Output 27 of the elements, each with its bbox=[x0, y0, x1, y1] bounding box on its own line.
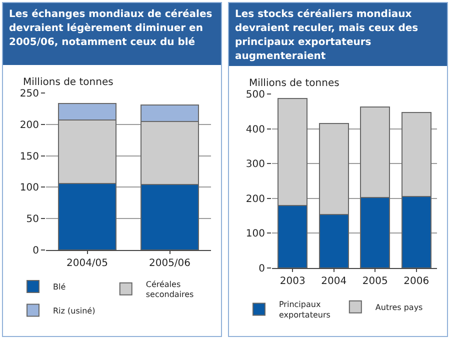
y-axis-title: Millions de tonnes bbox=[249, 78, 340, 89]
legend-label: Riz (usiné) bbox=[53, 306, 96, 316]
y-axis-title: Millions de tonnes bbox=[23, 77, 114, 88]
y-tick-label: 400 bbox=[246, 124, 265, 136]
legend-label: Autres pays bbox=[375, 302, 423, 312]
y-tick-label: 100 bbox=[246, 228, 265, 240]
y-tick-label: 200 bbox=[246, 194, 265, 205]
y-tick-label: 500 bbox=[246, 90, 265, 100]
legend-label: Céréales secondaires bbox=[146, 280, 194, 300]
x-tick-label: 2005/06 bbox=[148, 258, 191, 269]
x-tick-label: 2004 bbox=[321, 276, 347, 287]
y-tick-label: 300 bbox=[246, 159, 265, 170]
x-tick-label: 2004/05 bbox=[66, 258, 108, 269]
x-tick-label: 2003 bbox=[280, 276, 306, 287]
legend-label: Principaux exportateurs bbox=[279, 300, 330, 320]
y-tick-label: 100 bbox=[20, 182, 39, 194]
y-tick-label: 0 bbox=[258, 264, 265, 274]
y-tick-label: 200 bbox=[20, 120, 39, 131]
y-tick-label: 0 bbox=[32, 246, 39, 256]
x-tick-label: 2006 bbox=[404, 276, 430, 287]
y-tick-label: 150 bbox=[20, 151, 39, 162]
x-tick-label: 2005 bbox=[362, 276, 388, 287]
chart-title: Les échanges mondiaux de céréales devraient légèrement diminuer en 2005/06, notamment ceux du blé bbox=[3, 3, 221, 65]
y-tick-label: 50 bbox=[26, 214, 39, 226]
y-tick-label: 250 bbox=[20, 88, 39, 100]
chart-title: Les stocks céréaliers mondiaux devraient reculer, mais ceux des principaux exportateurs augmenteraient bbox=[229, 3, 447, 66]
legend-label: Blé bbox=[53, 282, 66, 292]
